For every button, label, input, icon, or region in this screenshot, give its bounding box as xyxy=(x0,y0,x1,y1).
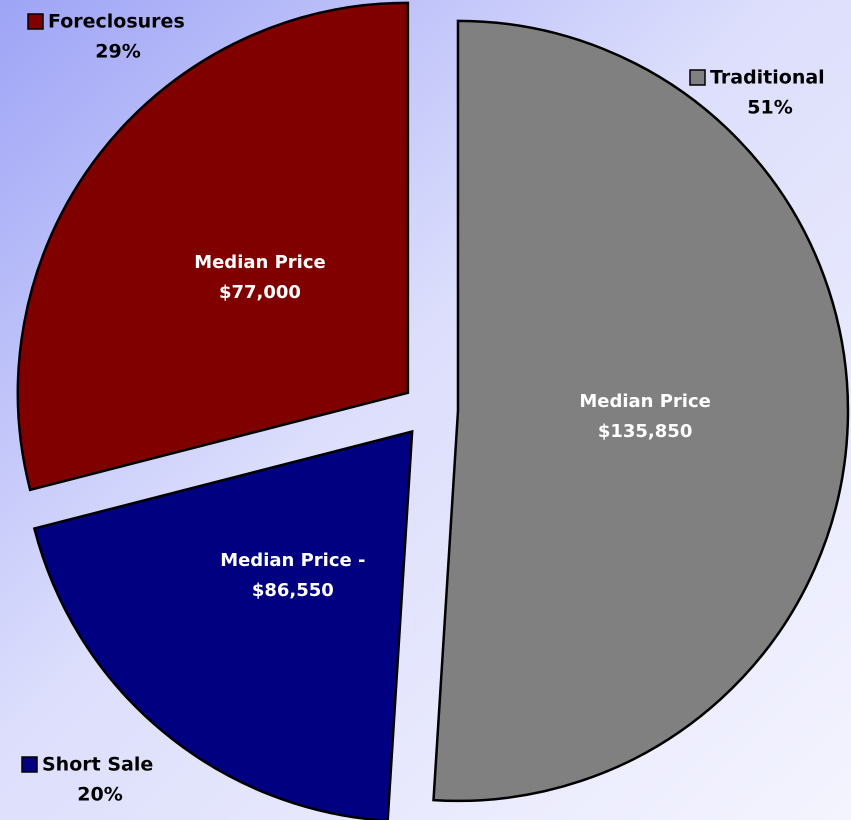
legend-label: Foreclosures xyxy=(48,11,185,33)
slice-label: Median Price - xyxy=(220,550,365,571)
legend-swatch xyxy=(689,69,706,86)
slice-label: Median Price xyxy=(579,391,711,412)
percent-label: 51% xyxy=(747,97,792,119)
percent-label: 29% xyxy=(95,41,140,63)
slice-label: $135,850 xyxy=(598,421,693,442)
legend-label: Traditional xyxy=(710,67,825,89)
legend-swatch xyxy=(21,756,38,773)
slice-label: $77,000 xyxy=(219,282,301,303)
legend-label: Short Sale xyxy=(42,754,153,776)
slice-label: Median Price xyxy=(194,252,326,273)
pie-slice xyxy=(432,19,850,803)
percent-label: 20% xyxy=(77,784,122,806)
legend-swatch xyxy=(27,13,44,30)
slice-label: $86,550 xyxy=(252,580,334,601)
pie-slice xyxy=(32,429,414,820)
pie-slice xyxy=(16,1,410,492)
